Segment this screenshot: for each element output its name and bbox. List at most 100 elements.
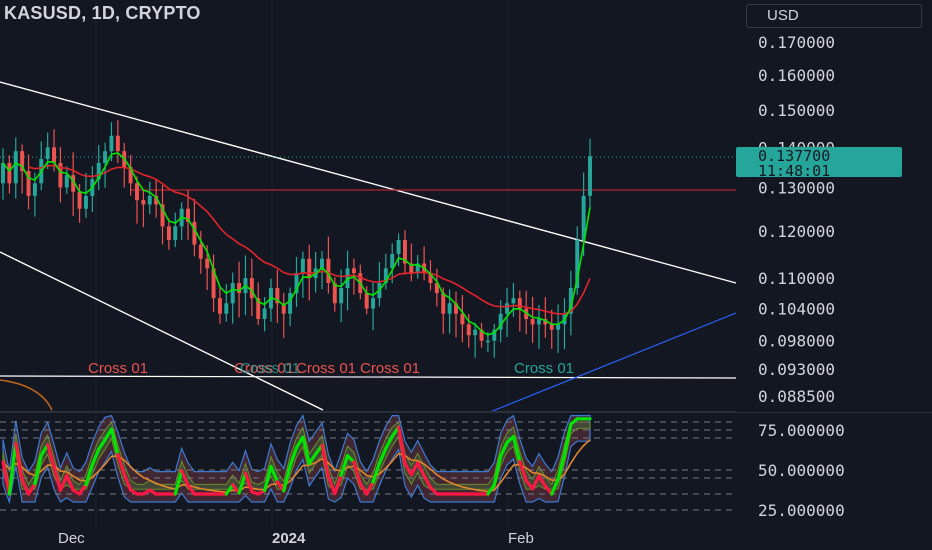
candle-body <box>52 147 57 164</box>
candle <box>562 298 567 350</box>
symbol-title[interactable]: KASUSD, 1D, CRYPTO <box>4 3 201 23</box>
oscillator-segment <box>20 478 31 496</box>
candle-body <box>530 319 535 325</box>
candle <box>364 286 369 315</box>
candle-body <box>20 151 25 172</box>
oscillator-segment <box>186 483 197 496</box>
candle-body <box>217 298 222 314</box>
candle <box>173 212 178 248</box>
candle <box>383 253 388 290</box>
candle-body <box>109 135 114 152</box>
candle-body <box>147 195 152 205</box>
candle-body <box>275 288 280 304</box>
candle <box>492 323 497 358</box>
oscillator-segment <box>486 483 496 496</box>
oscillator-segment <box>282 464 292 493</box>
candle <box>428 260 433 291</box>
candle <box>13 137 18 199</box>
oscillator-segment <box>492 454 503 487</box>
channel-upper-line[interactable] <box>0 81 737 284</box>
oscillator-segment <box>58 473 69 493</box>
candle <box>71 152 76 217</box>
candle <box>198 231 203 274</box>
candle <box>58 147 63 203</box>
price-tick-label: 0.104000 <box>758 299 835 318</box>
candle <box>479 322 484 348</box>
candle <box>332 277 337 312</box>
candle-body <box>96 163 101 180</box>
oscillator-segment <box>97 438 107 451</box>
oscillator-main-line <box>1 417 592 496</box>
candle-body <box>339 288 344 304</box>
candle-body <box>7 163 12 184</box>
candle <box>556 304 561 354</box>
candle-body <box>173 226 178 240</box>
oscillator-axis[interactable]: 75.000000 50.000000 25.000000 <box>736 414 932 526</box>
candle <box>575 226 580 295</box>
oscillator-tick-label: 25.000000 <box>758 501 845 520</box>
oscillator-segment <box>33 453 43 486</box>
candle-body <box>345 268 350 289</box>
candle-body <box>166 226 171 240</box>
candle-body <box>543 319 548 325</box>
candle-body <box>415 263 420 274</box>
candle <box>466 313 471 348</box>
oscillator-segment <box>14 441 24 482</box>
oscillator-segment <box>537 474 547 488</box>
candle-body <box>320 258 324 269</box>
price-axis[interactable]: 0.1700000.1600000.1500000.1400000.130000… <box>736 30 932 412</box>
price-tick-label: 0.093000 <box>758 360 835 379</box>
channel-lower-line[interactable] <box>0 251 324 411</box>
candle <box>249 258 254 317</box>
candle-body <box>536 319 541 325</box>
candle-body <box>441 293 446 314</box>
candle <box>568 270 573 336</box>
blue-trend-line[interactable] <box>489 312 737 413</box>
oscillator-segment <box>173 469 184 496</box>
candle <box>186 190 191 240</box>
candle <box>505 287 510 337</box>
cross-label: Cross 01 <box>360 360 420 377</box>
candle <box>339 269 344 323</box>
currency-selector-button[interactable]: USD <box>746 4 922 28</box>
candle <box>115 120 120 163</box>
candle-body <box>332 283 337 304</box>
candle-body <box>141 200 146 205</box>
oscillator-segment <box>384 434 394 450</box>
candle <box>288 287 293 327</box>
candle <box>390 243 395 284</box>
candle-body <box>485 340 490 343</box>
oscillator-segment <box>371 461 382 484</box>
oscillator-segment <box>288 446 299 468</box>
candle <box>402 230 407 275</box>
candle-body <box>198 244 203 259</box>
candle <box>517 290 522 332</box>
candle <box>141 190 146 228</box>
candle-body <box>498 313 503 330</box>
candle <box>128 155 133 196</box>
candle <box>294 256 299 308</box>
candle <box>536 305 541 349</box>
candle-body <box>307 258 312 279</box>
time-axis[interactable]: Dec 2024 Feb <box>0 527 932 550</box>
candle-body <box>364 293 369 309</box>
oscillator-segment <box>416 461 426 478</box>
candle <box>511 282 516 317</box>
support-horizontal-line[interactable] <box>0 375 737 379</box>
oscillator-segment <box>224 483 235 496</box>
oscillator-pane <box>0 414 736 511</box>
oscillator-segment <box>77 482 88 496</box>
candle-body <box>135 183 139 201</box>
candle <box>447 289 452 334</box>
candle <box>1 148 5 200</box>
ema-fast-line <box>2 152 591 336</box>
candle-body <box>447 303 452 314</box>
oscillator-segment <box>339 454 350 477</box>
candle-body <box>77 191 82 209</box>
candle <box>377 262 382 307</box>
oscillator-segment <box>352 460 362 486</box>
candle <box>135 176 139 224</box>
candle <box>415 254 420 279</box>
oscillator-tick-label: 50.000000 <box>758 461 845 480</box>
